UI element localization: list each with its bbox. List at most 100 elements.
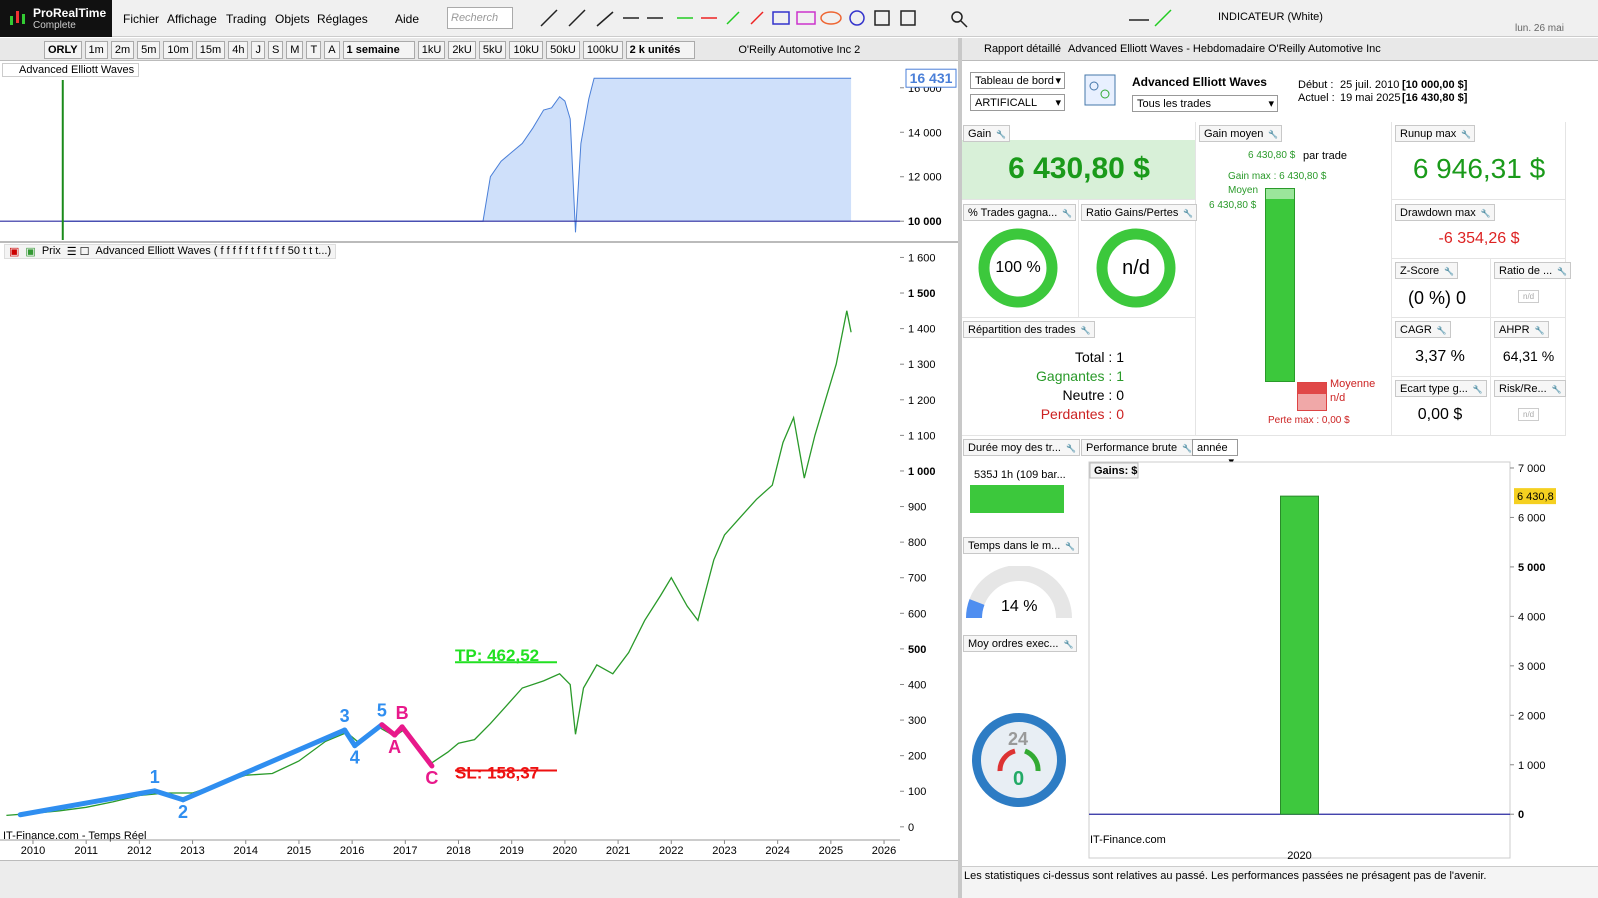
x-tick-label: 2022 bbox=[659, 845, 683, 857]
std-value: 0,00 $ bbox=[1417, 406, 1463, 423]
price-label: Prix bbox=[41, 245, 61, 257]
menu[interactable]: Affichage bbox=[167, 12, 217, 26]
timeframe-button[interactable]: 10m bbox=[163, 41, 193, 59]
menu[interactable]: Trading bbox=[226, 12, 267, 26]
brand-logo bbox=[10, 11, 25, 25]
y-tick-label: 200 bbox=[908, 751, 926, 763]
x-tick-label: 2020 bbox=[1287, 850, 1311, 862]
tick-button[interactable]: 100kU bbox=[582, 41, 623, 59]
menu[interactable]: Objets bbox=[275, 12, 310, 26]
timeframe-button[interactable]: S bbox=[267, 41, 284, 59]
tick-button[interactable]: 1kU bbox=[417, 41, 446, 59]
y-tick-label: 1 400 bbox=[908, 324, 936, 336]
symbol[interactable]: ORLY bbox=[44, 41, 82, 59]
widget-title[interactable]: Temps dans le m... bbox=[963, 537, 1080, 554]
tick-button[interactable]: 50kU bbox=[546, 41, 580, 59]
timeframe-button[interactable]: 1m bbox=[84, 41, 108, 59]
widget-title[interactable]: Performance brute bbox=[1081, 439, 1197, 456]
start-capital: [10 000,00 $] bbox=[1402, 79, 1468, 91]
avg-gain-bar bbox=[1265, 188, 1295, 382]
trades-select[interactable]: Tous les trades bbox=[1132, 95, 1278, 112]
price-line bbox=[6, 310, 852, 817]
cell bbox=[1392, 318, 1491, 377]
tab[interactable]: O'Reilly Automotive Inc bbox=[1268, 43, 1381, 55]
strategy: Advanced Elliott Waves bbox=[1132, 75, 1267, 89]
cell bbox=[1079, 200, 1196, 318]
timeframe-button[interactable]: M bbox=[286, 41, 304, 59]
widget-title[interactable]: Répartition des trades bbox=[963, 321, 1095, 338]
cell bbox=[962, 122, 1196, 200]
timeframe-button[interactable]: 5m bbox=[137, 41, 161, 59]
search-box[interactable]: Recherch bbox=[447, 7, 513, 29]
timeframe-button[interactable]: J bbox=[251, 41, 265, 59]
cell bbox=[962, 200, 1079, 318]
widget-title[interactable]: Ratio de ... bbox=[1494, 262, 1572, 279]
wave-label: A bbox=[388, 737, 401, 757]
duration-bar bbox=[970, 485, 1064, 513]
period-select[interactable]: année bbox=[1192, 439, 1238, 469]
timeframe-button[interactable]: A bbox=[324, 41, 340, 59]
widget-title[interactable]: Risk/Re... bbox=[1494, 380, 1566, 397]
price-header: ▣ ▣ Prix ☰ ☐ Advanced Elliott Waves ( f f f … bbox=[4, 244, 337, 259]
equity-line bbox=[62, 77, 852, 233]
menu[interactable]: Aide bbox=[395, 12, 420, 26]
menu[interactable]: Fichier bbox=[123, 12, 160, 26]
widget-title[interactable]: Moy ordres exec... bbox=[963, 635, 1078, 652]
y-tick-label: 0 bbox=[908, 822, 914, 834]
risk-na: n/d bbox=[1518, 408, 1540, 421]
wave-segment bbox=[342, 727, 358, 749]
orders-dial bbox=[972, 713, 1066, 807]
drawdown-value: -6 354,26 $ bbox=[1438, 230, 1520, 247]
x-tick-label: 2011 bbox=[74, 845, 98, 857]
timeframe-button[interactable]: 4h bbox=[228, 41, 249, 59]
disclaimer: Les statistiques ci-dessus sont relative… bbox=[964, 870, 1487, 882]
date: lun. 26 mai bbox=[1515, 23, 1564, 34]
widget-title[interactable]: Ratio Gains/Pertes bbox=[1081, 204, 1198, 221]
panel-divider bbox=[0, 241, 958, 243]
widget-title[interactable]: Durée moy des tr... bbox=[963, 439, 1080, 456]
widget-title[interactable]: AHPR bbox=[1494, 321, 1549, 338]
tab[interactable]: Advanced Elliott Waves - Hebdomadaire bbox=[1068, 43, 1266, 55]
units-select[interactable]: 2 k unités bbox=[625, 41, 696, 59]
wave-label: 4 bbox=[350, 748, 360, 768]
cell bbox=[1392, 259, 1491, 318]
equity-label: Advanced Elliott Waves bbox=[2, 63, 140, 77]
tp-label: TP: 462,52 bbox=[455, 646, 539, 665]
x-tick-label: 2019 bbox=[499, 845, 523, 857]
dashboard-select[interactable]: Tableau de bord bbox=[970, 72, 1065, 89]
y-tick-label: 12 000 bbox=[908, 172, 942, 184]
winners: Gagnantes : 1 bbox=[1036, 368, 1124, 384]
tick-button[interactable]: 5kU bbox=[478, 41, 507, 59]
y-tick-label: 4 000 bbox=[1518, 611, 1546, 623]
y-tick-label: 700 bbox=[908, 573, 926, 585]
widget-title[interactable]: Gain bbox=[963, 125, 1011, 142]
timeframe-button[interactable]: 15m bbox=[195, 41, 226, 59]
account-select[interactable]: ARTIFICALL bbox=[970, 94, 1065, 111]
wave-segment bbox=[399, 724, 435, 769]
main-toolbar bbox=[0, 0, 1598, 37]
period-select[interactable]: 1 semaine bbox=[342, 41, 415, 59]
tick-button[interactable]: 10kU bbox=[509, 41, 544, 59]
tick-button[interactable]: 2kU bbox=[448, 41, 476, 59]
y-tick-label: 14 000 bbox=[908, 127, 942, 139]
widget-title[interactable]: Gain moyen bbox=[1199, 125, 1283, 142]
timeframe-button[interactable]: T bbox=[306, 41, 322, 59]
x-tick-label: 2020 bbox=[553, 845, 577, 857]
time-value: 14 % bbox=[1001, 598, 1038, 615]
y-tick-label: 1 600 bbox=[908, 252, 936, 264]
widget-title[interactable]: % Trades gagna... bbox=[963, 204, 1077, 221]
last-value-box bbox=[905, 68, 957, 88]
instrument[interactable]: O'Reilly Automotive Inc 2 bbox=[738, 44, 861, 56]
cell bbox=[1392, 200, 1566, 259]
widget-title[interactable]: CAGR bbox=[1395, 321, 1451, 338]
timeframe-button[interactable]: 2m bbox=[110, 41, 135, 59]
widget-title[interactable]: Ecart type g... bbox=[1395, 380, 1487, 397]
widget-title[interactable]: Drawdown max bbox=[1395, 204, 1495, 221]
widget-title[interactable]: Runup max bbox=[1395, 125, 1476, 142]
tab[interactable]: Rapport détaillé bbox=[984, 43, 1062, 55]
menu[interactable]: Réglages bbox=[317, 12, 368, 26]
wave-label: 5 bbox=[377, 701, 387, 721]
equity-area bbox=[62, 78, 852, 233]
widget-title[interactable]: Z-Score bbox=[1395, 262, 1459, 279]
indicator-menu[interactable]: INDICATEUR (White) bbox=[1218, 11, 1323, 23]
